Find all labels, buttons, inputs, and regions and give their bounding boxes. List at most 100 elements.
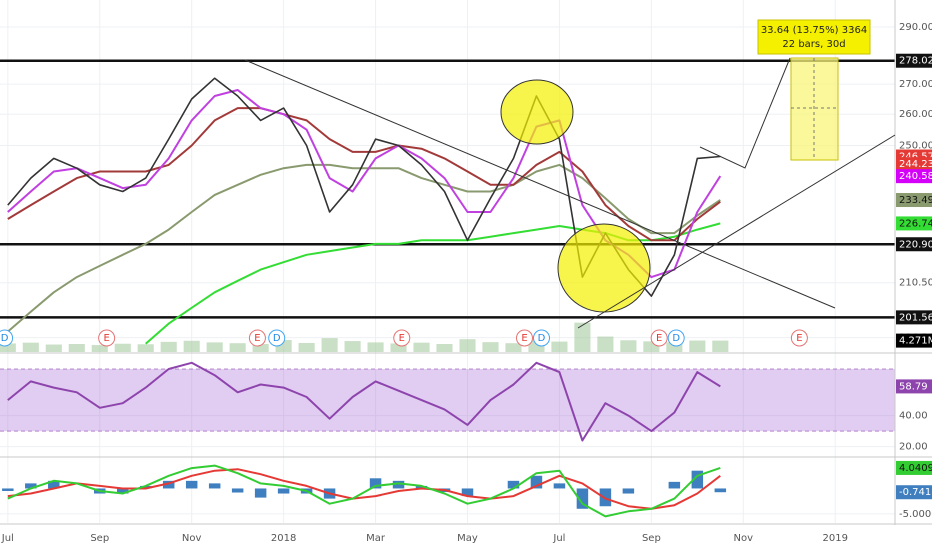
histogram-bar [277, 488, 290, 494]
volume-bar [620, 340, 637, 352]
event-marker [98, 329, 116, 347]
y-tick-label: 270.00 [899, 79, 932, 90]
event-label: E [796, 333, 802, 344]
histogram-bar [139, 485, 152, 489]
histogram-bar [668, 481, 681, 489]
volume-bar [413, 342, 430, 352]
histogram-bar [254, 488, 267, 498]
volume-bar [0, 343, 16, 352]
volume-bar [321, 338, 338, 352]
x-tick-label: 2018 [271, 533, 296, 544]
volume-bar [712, 340, 729, 352]
price-label: 4.271M [899, 336, 932, 347]
x-tick-label: Nov [182, 533, 202, 544]
event-label: D [1, 333, 9, 344]
event-marker [790, 329, 808, 347]
highlight-circle [500, 79, 574, 145]
volume-bar [229, 343, 246, 352]
price-label-box [896, 485, 932, 500]
volume-bar [183, 340, 200, 352]
y-tick-label: 20.00 [899, 442, 928, 453]
volume-bar [367, 342, 384, 352]
highlight-circle [557, 223, 651, 313]
price-label-box [896, 193, 932, 208]
volume-bar [206, 342, 223, 352]
histogram-bar [2, 488, 14, 491]
volume-bar [551, 341, 568, 352]
volume-bar [390, 343, 407, 352]
y-tick-label: 250.00 [899, 140, 932, 151]
volume-bar [666, 342, 683, 352]
price-label-box [896, 157, 932, 172]
x-tick-label: Jul [1, 533, 14, 544]
volume-bar [344, 341, 361, 352]
price-label-box [896, 310, 932, 325]
volume-bar [22, 342, 39, 352]
volume-bar [45, 344, 62, 352]
histogram-bar [231, 488, 244, 493]
event-label: D [672, 333, 680, 344]
histogram-bar [208, 483, 221, 489]
x-tick-label: Mar [366, 533, 386, 544]
event-marker [248, 329, 266, 347]
price-label-box [896, 333, 932, 348]
histogram-bar [599, 488, 612, 507]
event-label: E [399, 333, 405, 344]
x-tick-label: Sep [90, 533, 109, 544]
event-marker [515, 329, 533, 347]
price-label-box [896, 53, 932, 68]
price-label-box [896, 237, 932, 252]
histogram-bar [530, 475, 543, 489]
drawings: 33.64 (13.75%) 3364 22 bars, 30d [0, 0, 932, 525]
y-tick-label: 290.00 [899, 22, 932, 33]
event-marker [650, 329, 668, 347]
x-tick-label: Nov [734, 533, 754, 544]
volume-bar [643, 341, 660, 352]
volume-bar [252, 344, 269, 352]
histogram-bar [576, 488, 589, 509]
price-label-box [896, 216, 932, 231]
price-label-box [896, 379, 932, 394]
histogram-bar [507, 480, 520, 489]
x-tick-label: May [457, 533, 478, 544]
volume-bar [91, 345, 108, 352]
volume-bar [574, 322, 591, 352]
event-marker [393, 329, 411, 347]
histogram-bar [714, 488, 727, 493]
event-marker [533, 329, 551, 347]
x-tick-label: Jul [552, 533, 565, 544]
series-line [7, 107, 721, 242]
histogram-bar [392, 480, 405, 489]
series-line [7, 468, 721, 510]
volume-bar [137, 344, 154, 352]
histogram-bar [116, 488, 129, 494]
event-label: D [273, 333, 281, 344]
rsi-band [0, 368, 895, 432]
volume-bar [505, 343, 522, 352]
event-label: E [254, 333, 260, 344]
histogram-bar [415, 485, 428, 489]
y-tick-label: 40.00 [899, 411, 928, 422]
histogram-bar [553, 483, 566, 489]
histogram-bar [461, 488, 474, 497]
volume-bar [459, 339, 476, 352]
price-label: 246.57 [899, 152, 932, 163]
volume-bar [482, 342, 499, 352]
volume-bar [597, 336, 614, 352]
volume-bar [298, 342, 315, 352]
histogram-bar [622, 488, 635, 494]
histogram-bar [185, 480, 198, 489]
histogram-bar [48, 480, 60, 489]
x-tick-label: 2019 [823, 533, 848, 544]
event-marker [667, 329, 685, 347]
price-label: 233.49 [899, 195, 932, 206]
price-label: 201.56 [899, 312, 932, 323]
series-line [7, 464, 721, 518]
event-label: E [521, 333, 527, 344]
histogram-bar [691, 470, 704, 489]
volume-bar [436, 344, 453, 352]
event-marker [0, 329, 14, 347]
y-tick-label: -5.0000 [899, 509, 932, 520]
